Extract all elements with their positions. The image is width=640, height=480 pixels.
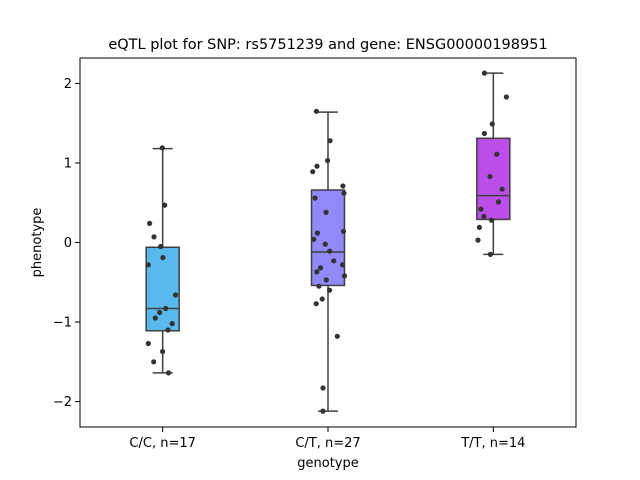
box bbox=[476, 137, 511, 221]
y-tick-label: 0 bbox=[64, 236, 72, 251]
data-point bbox=[325, 158, 331, 164]
data-point bbox=[341, 190, 347, 196]
data-point bbox=[476, 224, 482, 230]
data-point bbox=[316, 283, 322, 289]
y-tick-label: 2 bbox=[64, 77, 72, 92]
data-point bbox=[147, 220, 153, 226]
data-point bbox=[151, 359, 157, 365]
data-point bbox=[481, 70, 487, 76]
x-tick-label: T/T, n=14 bbox=[460, 436, 525, 451]
data-point bbox=[172, 292, 179, 298]
data-point bbox=[162, 202, 168, 208]
data-point bbox=[311, 236, 317, 242]
data-point bbox=[323, 277, 329, 283]
data-point bbox=[481, 213, 487, 219]
data-point bbox=[334, 333, 340, 339]
data-point bbox=[340, 228, 347, 234]
box-group-3 bbox=[476, 72, 511, 256]
data-point bbox=[481, 130, 487, 137]
data-point bbox=[314, 269, 320, 275]
x-axis-label: genotype bbox=[297, 456, 358, 471]
data-point bbox=[339, 262, 346, 268]
data-point bbox=[165, 370, 172, 376]
data-point bbox=[494, 151, 500, 157]
box-group-2 bbox=[310, 111, 346, 412]
data-point bbox=[159, 145, 165, 151]
points-group-2 bbox=[310, 108, 348, 414]
data-point bbox=[489, 217, 495, 223]
y-tick-label: −1 bbox=[53, 316, 72, 331]
data-point bbox=[341, 273, 348, 279]
data-point bbox=[157, 309, 163, 316]
data-point bbox=[320, 385, 326, 391]
data-point bbox=[151, 234, 157, 240]
y-axis-label: phenotype bbox=[30, 208, 45, 278]
data-point bbox=[327, 138, 333, 144]
data-point bbox=[145, 262, 151, 268]
points-group-3 bbox=[475, 70, 509, 257]
data-point bbox=[487, 251, 493, 257]
data-point bbox=[310, 169, 316, 175]
box bbox=[145, 246, 180, 332]
data-point bbox=[313, 108, 319, 114]
axes: −2 −1 0 1 2 C/C, n=17 C/T, n=27 T/T, n=14 bbox=[53, 77, 526, 451]
y-tick-label: 1 bbox=[64, 156, 72, 171]
data-point bbox=[489, 121, 495, 127]
chart-title: eQTL plot for SNP: rs5751239 and gene: E… bbox=[108, 37, 547, 53]
data-point bbox=[160, 255, 166, 261]
data-point bbox=[499, 186, 505, 192]
data-point bbox=[314, 230, 320, 236]
x-tick-label: C/C, n=17 bbox=[129, 436, 195, 451]
data-point bbox=[312, 195, 318, 201]
data-point bbox=[331, 258, 337, 264]
x-tick-label: C/T, n=27 bbox=[295, 436, 360, 451]
data-point bbox=[319, 296, 325, 302]
data-point bbox=[313, 301, 319, 307]
data-point bbox=[314, 163, 320, 169]
data-point bbox=[169, 321, 175, 327]
data-point bbox=[163, 305, 169, 312]
y-tick-label: −2 bbox=[53, 395, 72, 410]
data-point bbox=[165, 327, 171, 333]
data-point bbox=[320, 408, 326, 414]
plot-area bbox=[145, 70, 511, 414]
data-point bbox=[158, 243, 164, 250]
data-point bbox=[160, 348, 166, 355]
box-group-1 bbox=[145, 147, 180, 374]
data-point bbox=[340, 183, 346, 189]
data-point bbox=[322, 241, 328, 247]
data-point bbox=[475, 237, 481, 243]
points-group-1 bbox=[145, 145, 179, 376]
data-point bbox=[487, 173, 493, 180]
data-point bbox=[495, 199, 502, 205]
data-point bbox=[152, 315, 158, 321]
data-point bbox=[478, 206, 484, 212]
data-point bbox=[327, 248, 333, 254]
data-point bbox=[323, 209, 329, 215]
data-point bbox=[317, 265, 324, 271]
box bbox=[310, 189, 346, 287]
data-point bbox=[503, 94, 509, 100]
data-point bbox=[145, 340, 151, 347]
data-point bbox=[327, 287, 333, 293]
